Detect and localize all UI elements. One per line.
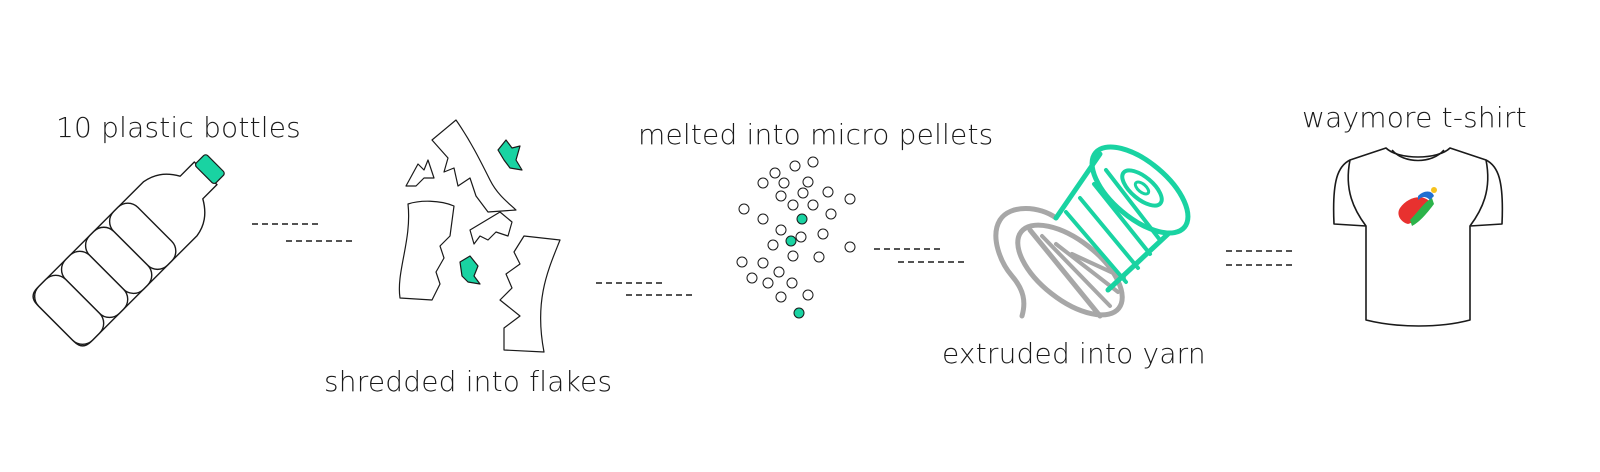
label-pellets: melted into micro pellets bbox=[638, 118, 994, 151]
plastic-flakes-icon bbox=[398, 119, 561, 353]
connector-4 bbox=[1226, 250, 1294, 266]
connector-1 bbox=[252, 223, 356, 242]
yarn-spool-icon bbox=[993, 144, 1191, 319]
waymore-logo bbox=[1398, 187, 1437, 226]
bottle-cap bbox=[194, 154, 225, 185]
label-yarn: extruded into yarn bbox=[942, 337, 1206, 370]
t-shirt-icon bbox=[1332, 147, 1504, 327]
label-flakes: shredded into flakes bbox=[324, 365, 613, 398]
label-bottles: 10 plastic bottles bbox=[56, 111, 301, 144]
label-tshirt: waymore t-shirt bbox=[1302, 101, 1527, 134]
connector-2 bbox=[596, 282, 696, 296]
connector-3 bbox=[874, 248, 968, 263]
micro-pellets-icon bbox=[736, 156, 856, 319]
plastic-bottle-icon bbox=[32, 154, 225, 347]
